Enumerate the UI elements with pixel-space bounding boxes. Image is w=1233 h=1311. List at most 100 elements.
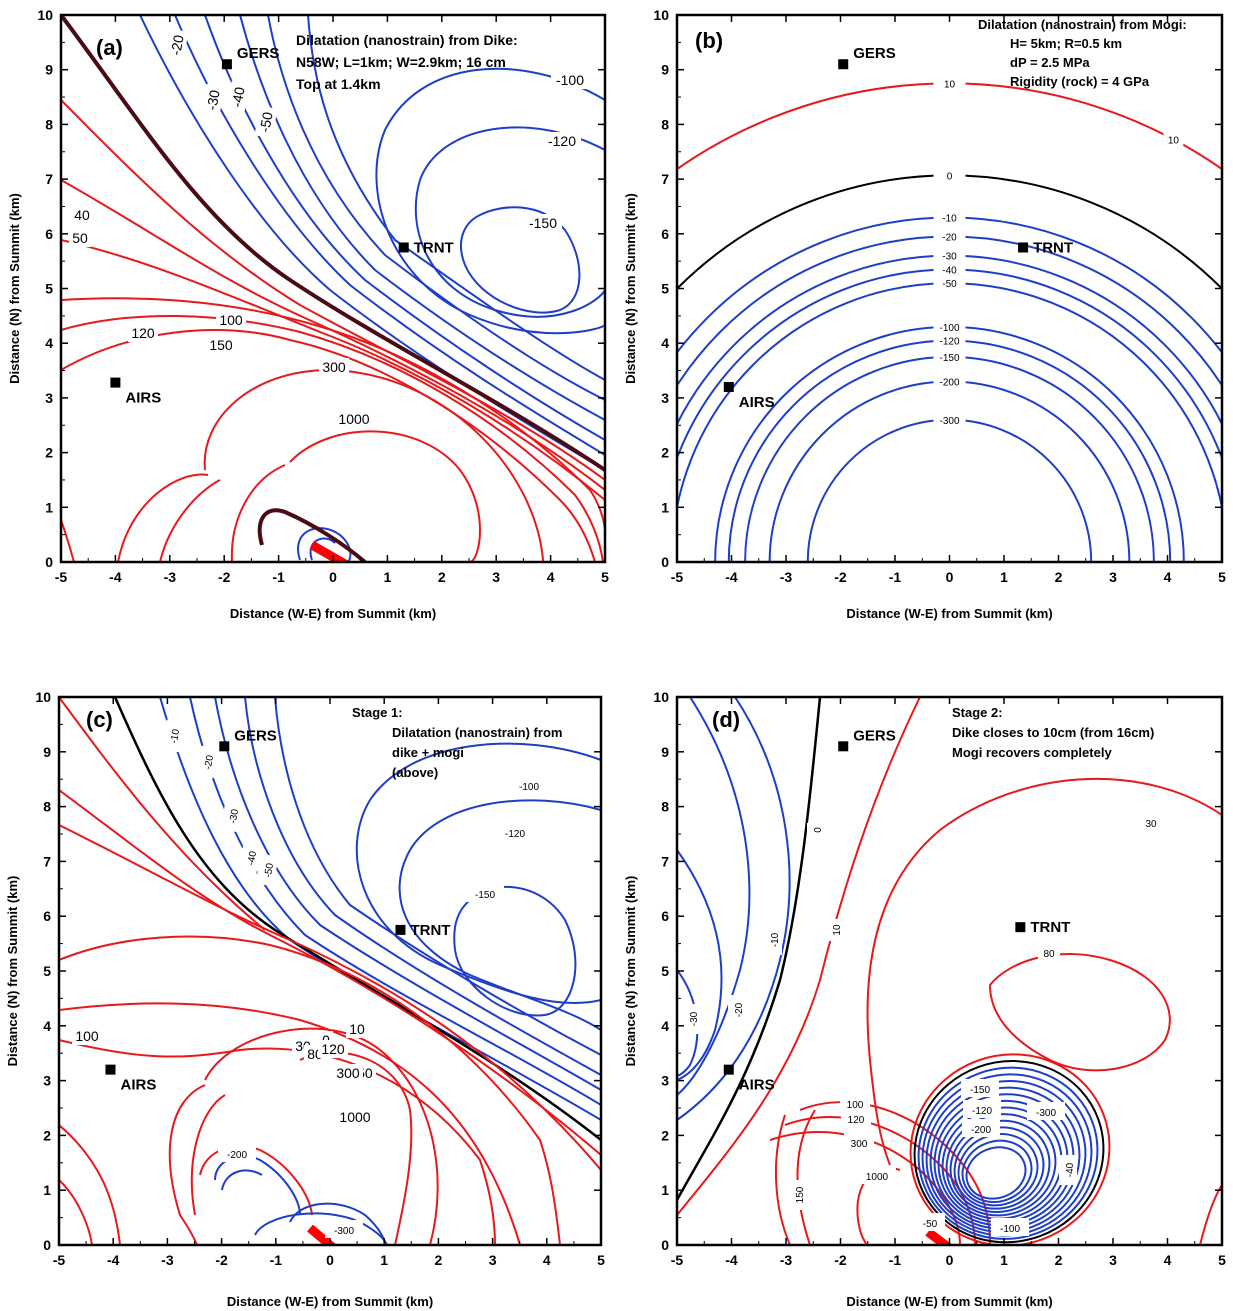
panel-d-zero-contour [677, 697, 822, 1201]
contour-label-bg [933, 320, 966, 333]
contour-label-bg [165, 28, 189, 62]
contour-label-bg [962, 1119, 1000, 1137]
contour-label-100: 100 [847, 1100, 864, 1111]
panel-c-inner-contours [199, 1145, 388, 1245]
contour-label--300: -300 [1036, 1108, 1056, 1119]
station-label-airs: AIRS [739, 394, 775, 411]
contour-label--40: -40 [1065, 1162, 1076, 1177]
x-tick-label: -1 [889, 569, 902, 585]
y-tick-label: 10 [37, 7, 53, 23]
contour-label-10-right: 10 [1168, 135, 1180, 146]
x-tick-label: 3 [1109, 1252, 1117, 1268]
station-label-gers: GERS [853, 45, 896, 62]
contour-label-0: 0 [947, 171, 953, 182]
y-tick-label: 3 [661, 390, 669, 406]
station-marker-gers [838, 59, 849, 70]
x-axis-label: Distance (W-E) from Summit (km) [846, 606, 1052, 621]
y-tick-label: 8 [45, 116, 53, 132]
contour-label-10: 10 [832, 924, 843, 936]
contour-label--120: -120 [505, 829, 525, 840]
y-tick-label: 7 [661, 171, 669, 187]
x-tick-label: 2 [1055, 569, 1063, 585]
contour-label--100: -100 [519, 782, 539, 793]
contour-label--50: -50 [942, 279, 957, 290]
panel-a-title-line3: Top at 1.4km [296, 76, 381, 92]
panel-c-title-line1: Stage 1: [352, 705, 403, 720]
x-tick-label: 4 [547, 569, 555, 585]
contour-label--20: -20 [167, 33, 186, 56]
panel-b-contour-labels: 10 0 -10 -20 -30 -40 -50 -100 -120 -150 -200 -300 10 [933, 77, 1184, 427]
x-tick-label: -3 [780, 569, 793, 585]
contour-label-bg [69, 229, 91, 247]
contour--200 [768, 380, 1131, 562]
contour-label-bg [858, 1166, 896, 1184]
contour-label--40: -40 [942, 265, 957, 276]
contour-label-bg [841, 1109, 871, 1127]
contour-label-bg [1027, 1102, 1065, 1120]
contour-label--10: -10 [770, 932, 781, 947]
contour-label-bg [728, 995, 746, 1025]
contour-label-bg [963, 1100, 1001, 1118]
contour-label-30: 30 [1145, 819, 1157, 830]
station-marker-airs [105, 1064, 116, 1075]
contour-label-40: 40 [74, 207, 90, 223]
contour-label-150: 150 [209, 337, 233, 353]
contour-label--20: -20 [203, 754, 216, 771]
contour-label-bg [333, 1064, 363, 1082]
contour-label--10: -10 [942, 213, 957, 224]
x-tick-label: -1 [272, 569, 285, 585]
x-tick-label: 0 [946, 569, 954, 585]
contour-label-bg [72, 1027, 102, 1045]
contour-label-300: 300 [851, 1139, 868, 1150]
contour-label-bg [807, 823, 825, 837]
x-tick-label: 0 [329, 569, 337, 585]
contour-label--100: -100 [556, 72, 584, 88]
y-tick-label: 1 [45, 499, 53, 515]
contour-label-120: 120 [131, 325, 155, 341]
x-tick-label: 5 [1218, 569, 1226, 585]
contour-label--200: -200 [939, 377, 959, 388]
x-tick-label: -4 [109, 569, 122, 585]
x-tick-label: 3 [1109, 569, 1117, 585]
contour-label--120: -120 [939, 336, 959, 347]
station-marker-gers [219, 741, 230, 752]
panel-a-contour-labels: -20 -30 -40 -50 -100 -120 -150 40 50 100 120 150 300… [69, 28, 589, 428]
station-label-gers: GERS [853, 727, 896, 744]
panel-c-stations: GERS TRNT AIRS [105, 727, 450, 1094]
contour-label--120: -120 [548, 133, 576, 149]
panel-a-label: (a) [96, 35, 123, 60]
contour-label--20: -20 [734, 1002, 745, 1017]
x-tick-label: -1 [889, 1252, 902, 1268]
station-label-trnt: TRNT [414, 239, 454, 256]
y-tick-label: 10 [35, 689, 51, 705]
contour-label-10: 10 [944, 79, 956, 90]
panel-a-zero-contours [61, 15, 605, 562]
x-tick-label: -3 [164, 569, 177, 585]
panel-c-title-line3: dike + mogi [392, 745, 464, 760]
x-tick-label: -2 [834, 1252, 847, 1268]
panel-c-label: (c) [86, 707, 113, 732]
contour-label--50: -50 [263, 862, 276, 879]
station-marker-gers [221, 59, 232, 70]
contour-label--200: -200 [971, 1125, 991, 1136]
station-marker-trnt [395, 924, 406, 935]
x-tick-label: 1 [1000, 569, 1008, 585]
contour-label-bg [543, 132, 581, 150]
x-tick-label: 2 [438, 569, 446, 585]
contour-label-bg [161, 719, 185, 753]
panel-a-title-line1: Dilatation (nanostrain) from Dike: [296, 32, 518, 48]
y-tick-label: 10 [653, 689, 669, 705]
contour-label-bg [933, 375, 966, 388]
panel-c-zero-contour [113, 697, 601, 1141]
contour-label-bg [220, 799, 244, 833]
contour-label-bg [71, 206, 93, 224]
panel-b-stations: GERS TRNT AIRS [723, 45, 1073, 411]
y-tick-label: 5 [661, 963, 669, 979]
contour-label--40: -40 [246, 850, 259, 867]
x-axis-label: Distance (W-E) from Summit (km) [230, 606, 436, 621]
y-tick-label: 5 [43, 963, 51, 979]
contour-label-bg [255, 853, 279, 887]
